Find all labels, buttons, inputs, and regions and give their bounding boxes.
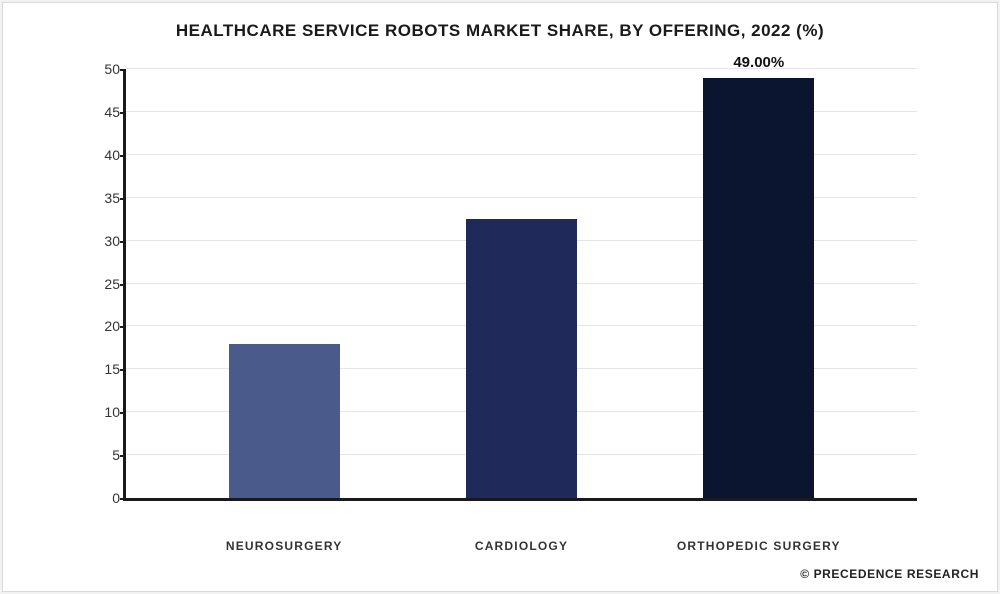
- y-tick-label: 15: [80, 361, 120, 377]
- y-tick-label: 0: [80, 490, 120, 506]
- y-tick-label: 35: [80, 190, 120, 206]
- y-tick-label: 10: [80, 404, 120, 420]
- x-tick-label: CARDIOLOGY: [432, 538, 612, 554]
- bar: [229, 344, 340, 498]
- chart-area: 0 5 10 15 20 25 30 35 40 45 50 NEUROSURGERY CARDIOLO…: [63, 59, 937, 571]
- y-tick-label: 40: [80, 147, 120, 163]
- attribution: © PRECEDENCE RESEARCH: [800, 567, 979, 581]
- x-tick-label: ORTHOPEDIC SURGERY: [669, 538, 849, 554]
- y-tick-label: 50: [80, 61, 120, 77]
- chart-title: HEALTHCARE SERVICE ROBOTS MARKET SHARE, …: [3, 3, 997, 49]
- y-tick-label: 30: [80, 233, 120, 249]
- bar-value-label: 49.00%: [733, 54, 784, 71]
- bar: 49.00%: [703, 78, 814, 498]
- y-tick-label: 5: [80, 447, 120, 463]
- plot-region: 05101520253035404550NEUROSURGERYCARDIOLO…: [123, 69, 917, 501]
- y-tick-label: 45: [80, 104, 120, 120]
- bar: [466, 219, 577, 498]
- y-tick-label: 25: [80, 276, 120, 292]
- y-tick-label: 20: [80, 318, 120, 334]
- gridline: [126, 68, 917, 69]
- x-tick-label: NEUROSURGERY: [194, 538, 374, 554]
- chart-frame: HEALTHCARE SERVICE ROBOTS MARKET SHARE, …: [2, 2, 998, 592]
